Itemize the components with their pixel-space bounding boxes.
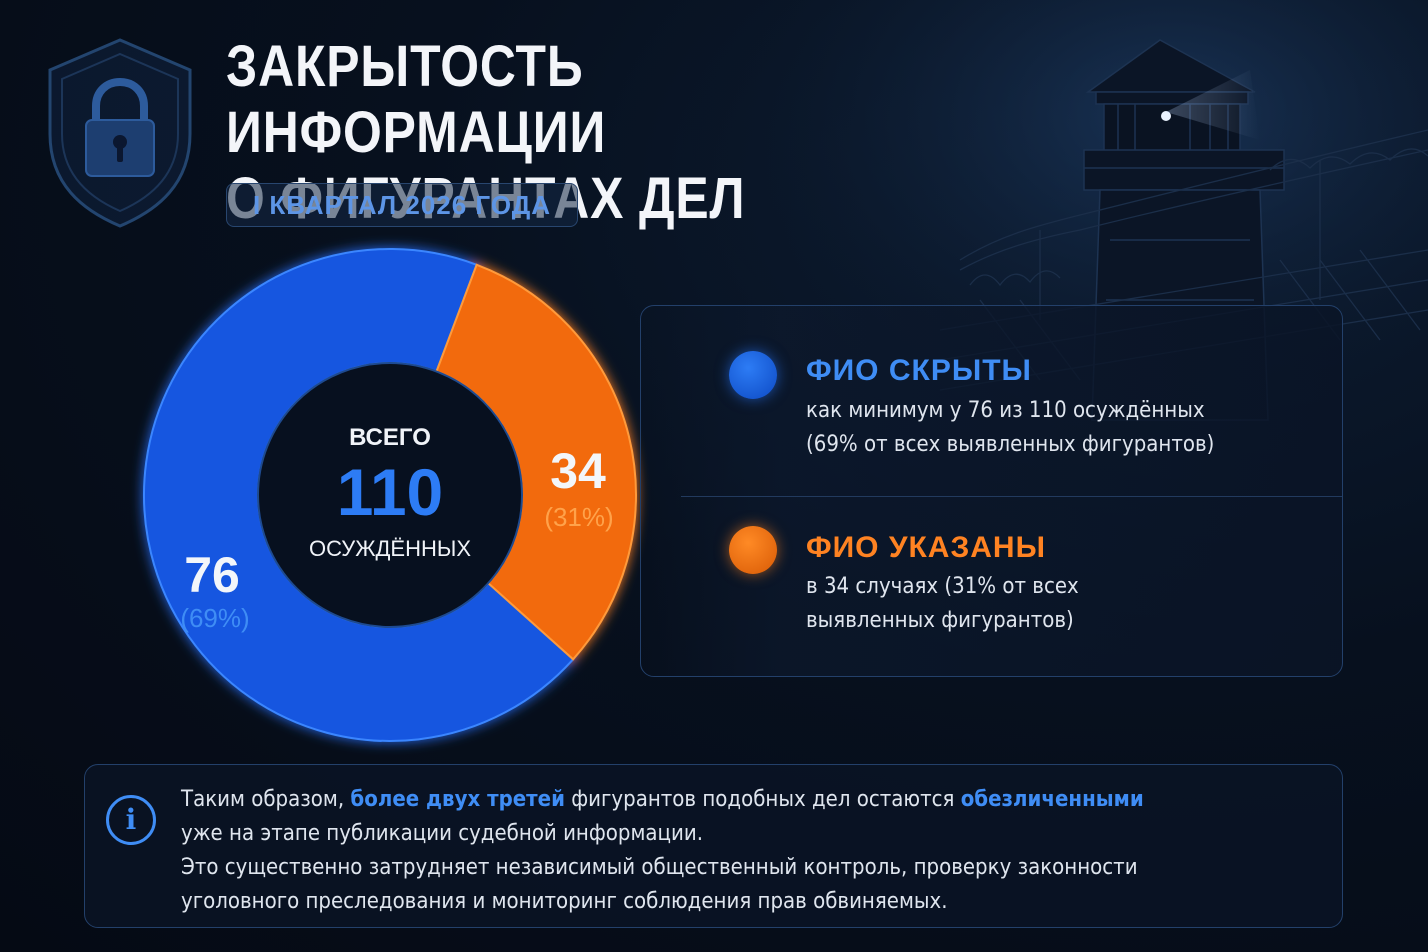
legend-divider xyxy=(681,496,1342,497)
info-highlight-anonymized: обезличенными xyxy=(960,787,1144,812)
legend-heading-shown: ФИО УКАЗАНЫ xyxy=(806,531,1046,564)
donut-hole xyxy=(257,362,523,628)
legend-marker-shown xyxy=(729,526,777,574)
info-panel: i Таким образом, более двух третей фигур… xyxy=(84,764,1343,928)
info-text-segment: фигурантов подобных дел остаются xyxy=(564,787,961,812)
center-bottom-label: ОСУЖДЁННЫХ xyxy=(309,536,471,561)
slice-percent-hidden: (69%) xyxy=(180,603,249,633)
info-icon: i xyxy=(106,795,156,845)
legend-shown-line-1: в 34 случаях (31% от всех xyxy=(806,574,1079,599)
slice-value-hidden: 76 xyxy=(184,547,240,603)
info-line-2: уже на этапе публикации судебной информа… xyxy=(181,821,703,846)
legend-description-hidden: как минимум у 76 из 110 осуждённых (69% … xyxy=(806,394,1326,462)
legend-hidden-line-2: (69% от всех выявленных фигурантов) xyxy=(806,432,1215,457)
info-text-segment: Таким образом, xyxy=(181,787,351,812)
legend-marker-hidden xyxy=(729,351,777,399)
period-badge: I КВАРТАЛ 2026 ГОДА xyxy=(226,183,578,227)
info-line-3: Это существенно затрудняет независимый о… xyxy=(181,855,1138,880)
center-top-label: ВСЕГО xyxy=(349,424,431,451)
info-text: Таким образом, более двух третей фигуран… xyxy=(181,783,1331,919)
info-line-1: Таким образом, более двух третей фигуран… xyxy=(181,783,1331,817)
title-line-1: ЗАКРЫТОСТЬ ИНФОРМАЦИИ xyxy=(226,34,607,165)
info-line-4: уголовного преследования и мониторинг со… xyxy=(181,889,948,914)
shield-lock-icon xyxy=(48,38,192,228)
donut-chart: ВСЕГО 110 ОСУЖДЁННЫХ 76 (69%) 34 (31%) xyxy=(143,248,637,742)
slice-percent-shown: (31%) xyxy=(544,502,613,532)
info-highlight-two-thirds: более двух третей xyxy=(350,787,565,812)
legend-heading-hidden: ФИО СКРЫТЫ xyxy=(806,354,1032,387)
slice-value-shown: 34 xyxy=(550,443,606,499)
legend-shown-line-2: выявленных фигурантов) xyxy=(806,608,1074,633)
legend-panel: ФИО СКРЫТЫ как минимум у 76 из 110 осужд… xyxy=(640,305,1343,677)
legend-hidden-line-1: как минимум у 76 из 110 осуждённых xyxy=(806,398,1205,423)
center-total: 110 xyxy=(337,455,443,529)
legend-description-shown: в 34 случаях (31% от всех выявленных фиг… xyxy=(806,570,1166,638)
